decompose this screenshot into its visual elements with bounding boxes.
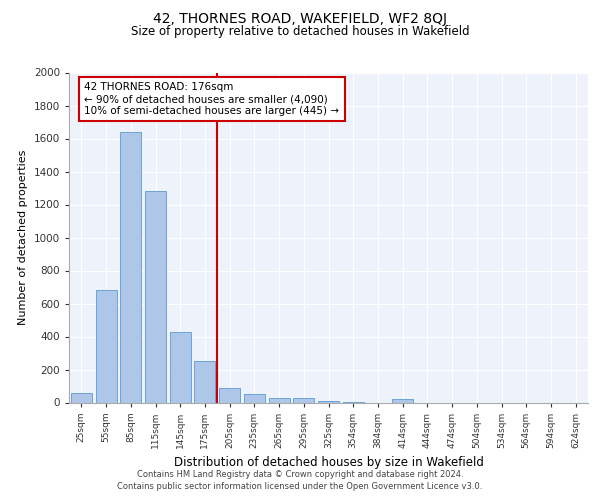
Y-axis label: Number of detached properties: Number of detached properties [18, 150, 28, 325]
Bar [318, 401, 339, 402]
Bar [145, 192, 166, 402]
Bar [95, 290, 116, 403]
Bar [392, 399, 413, 402]
Text: Contains HM Land Registry data © Crown copyright and database right 2024.: Contains HM Land Registry data © Crown c… [137, 470, 463, 479]
Text: Contains public sector information licensed under the Open Government Licence v3: Contains public sector information licen… [118, 482, 482, 491]
Text: Size of property relative to detached houses in Wakefield: Size of property relative to detached ho… [131, 25, 469, 38]
Bar [120, 132, 141, 402]
Text: 42 THORNES ROAD: 176sqm
← 90% of detached houses are smaller (4,090)
10% of semi: 42 THORNES ROAD: 176sqm ← 90% of detache… [85, 82, 340, 116]
Bar [244, 394, 265, 402]
Bar [194, 361, 215, 403]
Bar [269, 398, 290, 402]
X-axis label: Distribution of detached houses by size in Wakefield: Distribution of detached houses by size … [173, 456, 484, 469]
Bar [219, 388, 240, 402]
Bar [71, 392, 92, 402]
Bar [293, 398, 314, 402]
Text: 42, THORNES ROAD, WAKEFIELD, WF2 8QJ: 42, THORNES ROAD, WAKEFIELD, WF2 8QJ [153, 12, 447, 26]
Bar [170, 332, 191, 402]
